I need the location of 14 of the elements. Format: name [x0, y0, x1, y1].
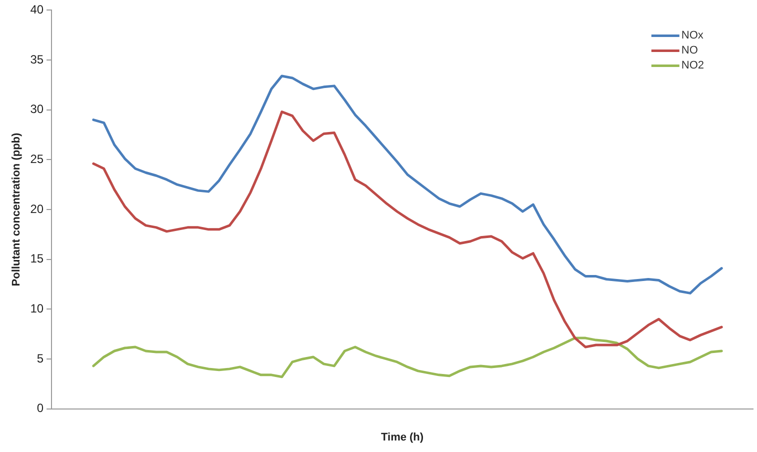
legend-label: NO2: [681, 60, 704, 72]
y-tick-label: 30: [30, 102, 44, 116]
legend-label: NOx: [681, 30, 704, 42]
legend-label: NO: [681, 44, 698, 57]
y-tick-label: 20: [30, 202, 44, 216]
y-tick-label: 25: [30, 152, 44, 166]
y-tick-label: 35: [30, 52, 44, 66]
y-tick-label: 40: [30, 2, 44, 17]
y-axis-title: Pollutant concentration (ppb): [10, 132, 23, 286]
y-tick-label: 15: [30, 252, 44, 266]
x-axis-title: Time (h): [380, 431, 424, 444]
y-tick-label: 10: [30, 301, 44, 316]
y-tick-label: 0: [36, 401, 44, 416]
y-tick-label: 5: [36, 351, 44, 366]
